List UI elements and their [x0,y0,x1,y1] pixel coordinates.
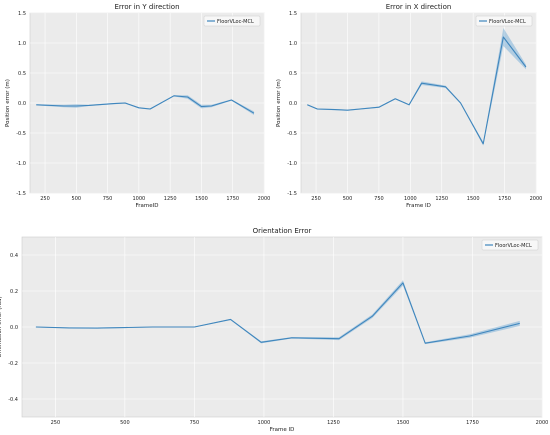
series-line [36,95,255,114]
y-tick-label: -1.5 [287,191,297,197]
x-tick-label: 500 [343,196,353,202]
x-tick-label: 1500 [467,196,480,202]
x-tick-label: 750 [374,196,384,202]
series-uncertainty-band [36,95,254,115]
x-tick-label: 250 [311,196,321,202]
y-axis-label: Position error (m) [5,79,11,127]
x-tick-label: 750 [103,196,113,202]
y-tick-label: 0.0 [10,325,18,331]
x-tick-label: 500 [72,196,82,202]
x-error-chart: 250 500 750 1000 1250 1500 1750 2000 -1.5 -1.0 -0.… [276,3,542,209]
x-tick-label: 250 [51,420,61,426]
x-tick-label: 1750 [226,196,239,202]
x-tick-label: 750 [190,420,200,426]
legend-box [203,15,261,27]
series-line [307,36,527,145]
legend-label: FloorVLoc-MCL [489,19,526,25]
chart-title: Error in Y direction [114,3,179,11]
x-tick-label: 1000 [258,420,271,426]
x-axis-label: FrameID [136,203,159,209]
orientation-error-chart: 250 500 750 1000 1250 1500 1750 2000 -0.4 -0.2 0.0… [0,227,548,433]
x-tick-label: 2000 [258,196,271,202]
y-axis-label: Position error (m) [276,79,282,127]
y-tick-label: 0.2 [10,289,18,295]
x-tick-label: 2000 [536,420,549,426]
y-tick-label: 0.5 [289,71,297,77]
x-tick-label: 1000 [404,196,417,202]
x-tick-label: 250 [40,196,50,202]
y-tick-label: -0.2 [8,361,18,367]
x-tick-label: 1500 [397,420,410,426]
x-tick-label: 1750 [498,196,511,202]
y-tick-label: 1.0 [18,41,26,47]
x-tick-label: 500 [120,420,130,426]
x-axis-label: Frame ID [406,203,431,209]
y-error-chart: 250 500 750 1000 1250 1500 1750 2000 -1.5 -1.0 -0.… [5,3,270,209]
x-tick-label: 2000 [530,196,543,202]
x-tick-label: 1250 [327,420,340,426]
y-tick-label: -1.0 [16,161,26,167]
y-tick-label: 0.0 [289,101,297,107]
x-tick-label: 1250 [164,196,177,202]
legend-box [475,15,533,27]
legend-label: FloorVLoc-MCL [495,243,532,249]
x-tick-label: 1250 [435,196,448,202]
y-tick-label: -1.0 [287,161,297,167]
x-tick-label: 1750 [466,420,479,426]
legend-box [481,239,539,251]
y-tick-label: 0.5 [18,71,26,77]
y-tick-label: 1.5 [289,11,297,17]
y-tick-label: 0.4 [10,253,18,259]
y-tick-label: -1.5 [16,191,26,197]
y-tick-label: 0.0 [18,101,26,107]
x-axis-label: Frame ID [270,427,295,433]
y-tick-label: 1.0 [289,41,297,47]
chart-title: Error in X direction [386,3,452,11]
x-tick-label: 1000 [132,196,145,202]
y-axis-label: Orientation error (rad) [0,296,3,357]
y-tick-label: 1.5 [18,11,26,17]
y-tick-label: -0.5 [287,131,297,137]
y-tick-label: -0.5 [16,131,26,137]
x-tick-label: 1500 [195,196,208,202]
chart-title: Orientation Error [253,227,312,235]
legend-label: FloorVLoc-MCL [217,19,254,25]
y-tick-label: -0.4 [8,397,18,403]
series-uncertainty-band [307,28,526,146]
